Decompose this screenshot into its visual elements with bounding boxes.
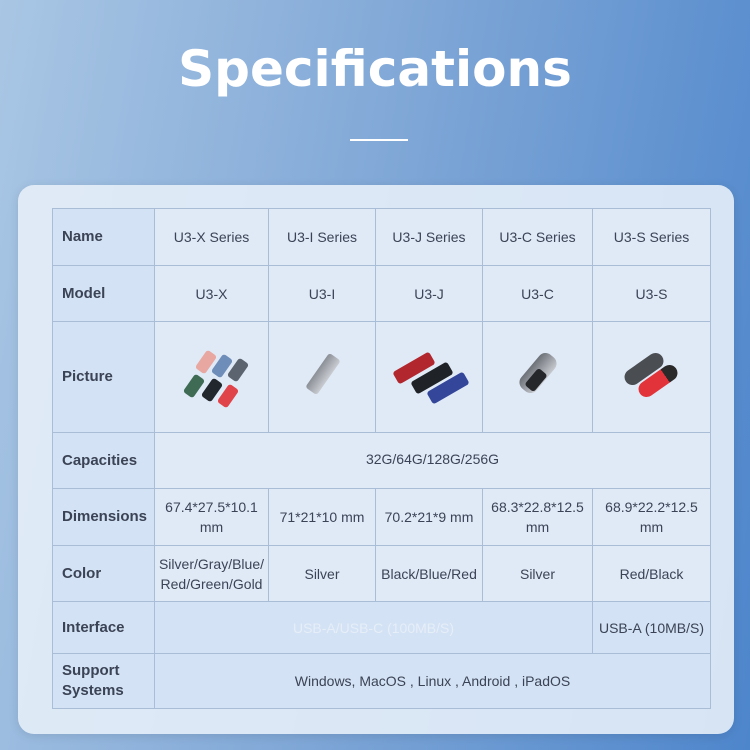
row-dimensions: Dimensions 67.4*27.5*10.1 mm 71*21*10 mm… (52, 488, 711, 546)
row-label: Picture (52, 321, 155, 433)
row-label: Dimensions (52, 488, 155, 546)
cell: U3-C (482, 265, 593, 322)
silver-usb-drive-icon (272, 323, 372, 431)
page-title: Specifications (178, 40, 572, 98)
cell: 70.2*21*9 mm (375, 488, 483, 546)
cell: U3-S (592, 265, 711, 322)
cell: U3-I (268, 265, 376, 322)
cell: USB-A (10MB/S) (592, 601, 711, 654)
cell (592, 321, 711, 433)
cell: 32G/64G/128G/256G (154, 432, 711, 489)
red-black-blue-usb-drives-icon (379, 323, 479, 431)
cell: Windows, MacOS , Linux , Android , iPadO… (154, 653, 711, 709)
cell (154, 321, 269, 433)
title-divider (350, 139, 408, 141)
cell: 67.4*27.5*10.1 mm (154, 488, 269, 546)
silver-black-usb-drive-icon (486, 323, 589, 431)
cell: 68.3*22.8*12.5 mm (482, 488, 593, 546)
row-label: Color (52, 545, 155, 602)
cell: U3-X (154, 265, 269, 322)
row-model: Model U3-X U3-I U3-J U3-C U3-S (52, 265, 711, 322)
cell (268, 321, 376, 433)
cell: 71*21*10 mm (268, 488, 376, 546)
cell: Silver (482, 545, 593, 602)
row-capacities: Capacities 32G/64G/128G/256G (52, 432, 711, 489)
cell: U3-S Series (592, 208, 711, 266)
row-label: Support Systems (52, 653, 155, 709)
spec-table: Name U3-X Series U3-I Series U3-J Series… (52, 208, 711, 709)
row-color: Color Silver/Gray/Blue/Red/Green/Gold Si… (52, 545, 711, 602)
row-name: Name U3-X Series U3-I Series U3-J Series… (52, 208, 711, 266)
red-black-usb-drives-icon (596, 323, 707, 431)
row-picture: Picture (52, 321, 711, 433)
row-label: Name (52, 208, 155, 266)
cell: 68.9*22.2*12.5 mm (592, 488, 711, 546)
cell: Silver (268, 545, 376, 602)
cell: U3-J (375, 265, 483, 322)
cell: U3-I Series (268, 208, 376, 266)
cell: Red/Black (592, 545, 711, 602)
multi-color-usb-drives-icon (158, 323, 265, 431)
cell (375, 321, 483, 433)
row-support: Support Systems Windows, MacOS , Linux ,… (52, 653, 711, 709)
cell (482, 321, 593, 433)
row-label: Capacities (52, 432, 155, 489)
cell: USB-A/USB-C (100MB/S) (154, 601, 593, 654)
cell: Black/Blue/Red (375, 545, 483, 602)
cell: Silver/Gray/Blue/Red/Green/Gold (154, 545, 269, 602)
row-interface: Interface USB-A/USB-C (100MB/S) USB-A (1… (52, 601, 711, 654)
cell: U3-J Series (375, 208, 483, 266)
row-label: Model (52, 265, 155, 322)
row-label: Interface (52, 601, 155, 654)
cell: U3-X Series (154, 208, 269, 266)
cell: U3-C Series (482, 208, 593, 266)
